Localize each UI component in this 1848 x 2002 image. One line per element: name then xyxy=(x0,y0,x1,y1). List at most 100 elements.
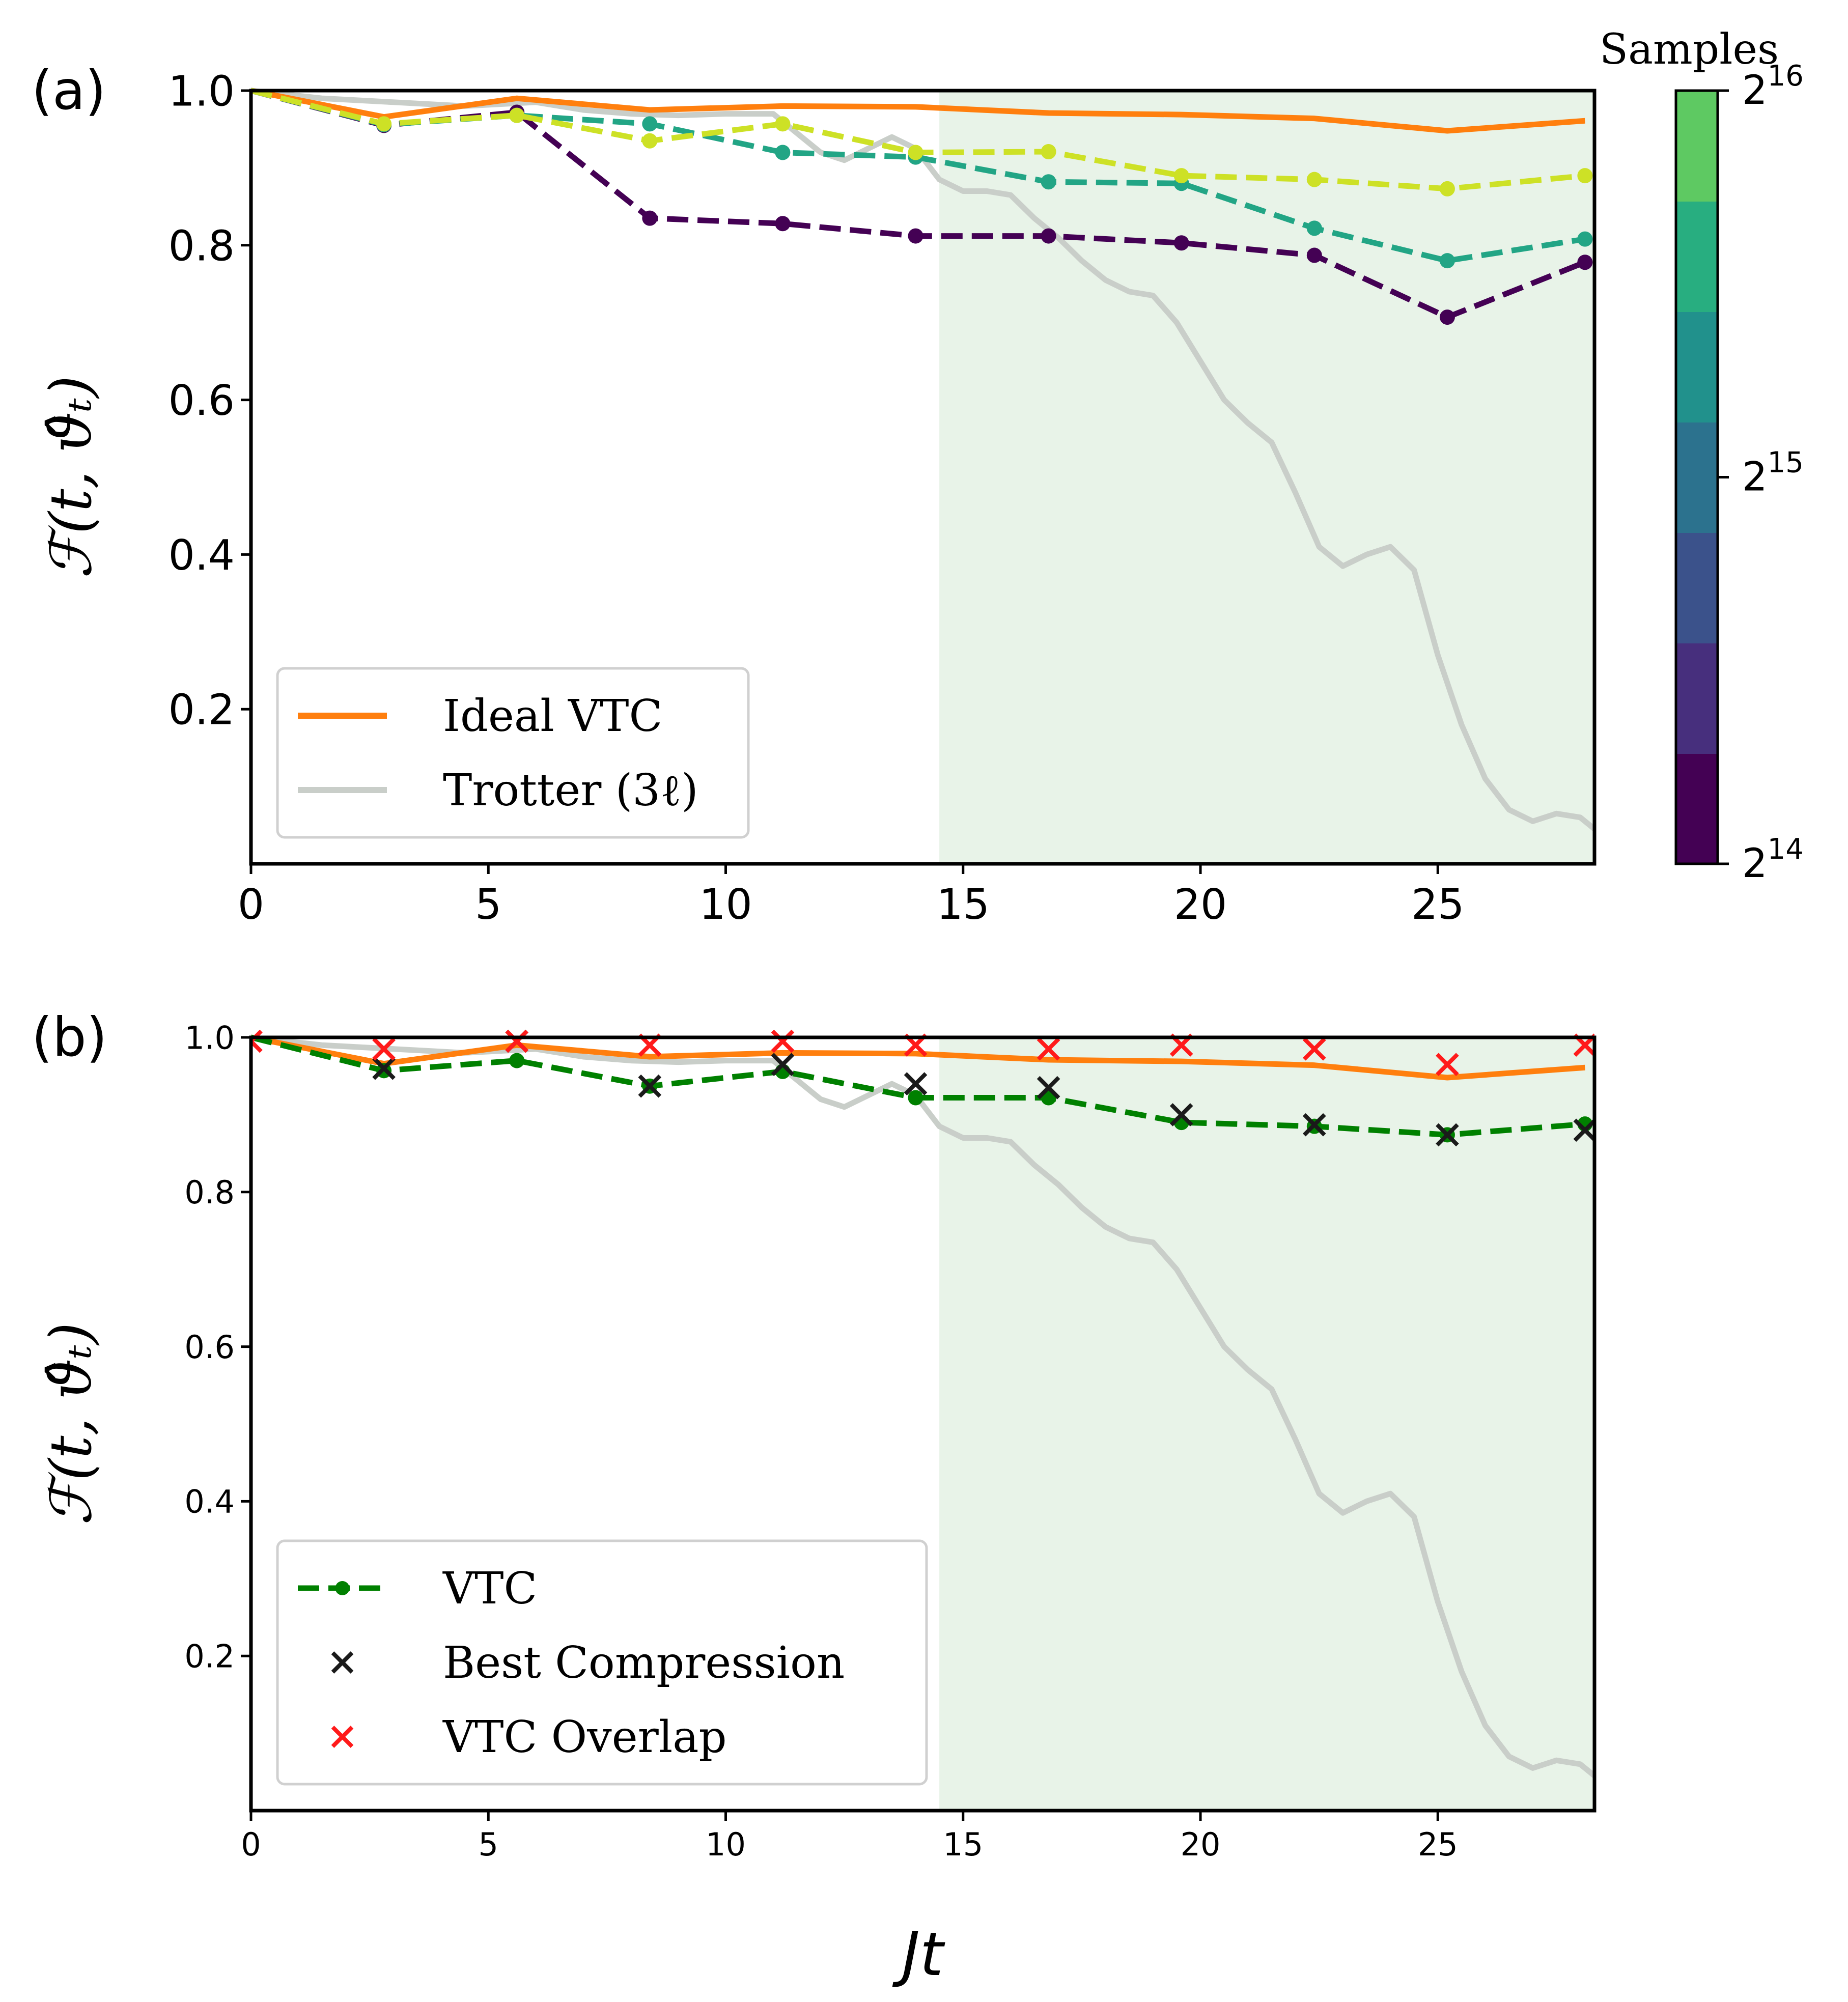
vtc-point xyxy=(908,1090,923,1106)
samples-point-3 xyxy=(908,145,923,160)
legend-label: Best Compression xyxy=(443,1638,845,1688)
colorbar-band xyxy=(1676,422,1718,533)
x-tick-label: 25 xyxy=(1418,1826,1458,1863)
best-compression-marker xyxy=(1436,1123,1459,1147)
plot-area xyxy=(251,88,1594,832)
colorbar-tick-base: 2 xyxy=(1742,455,1768,500)
colorbar-band xyxy=(1676,91,1718,202)
colorbar-tick-exp: 15 xyxy=(1768,446,1804,480)
samples-point-3 xyxy=(1306,172,1322,187)
samples-point-2 xyxy=(775,145,791,160)
samples-point-2 xyxy=(1041,174,1056,190)
x-tick-label: 0 xyxy=(238,881,264,929)
samples-point-3 xyxy=(1173,168,1189,184)
samples-point-1 xyxy=(1173,235,1189,251)
samples-point-2 xyxy=(1577,231,1593,247)
x-tick-label: 15 xyxy=(943,1826,983,1863)
samples-point-2 xyxy=(1439,253,1455,269)
y-tick-label: 0.6 xyxy=(184,1329,235,1366)
y-tick-label: 1.0 xyxy=(169,68,235,116)
x-tick-label: 15 xyxy=(937,881,990,929)
shaded-region xyxy=(939,1037,1594,1811)
plot-area xyxy=(251,1029,1594,1779)
samples-point-1 xyxy=(1306,247,1322,263)
panel-a: 0 5 10 15 20 25 0.2 0.4 0.6 0.8 1.0 (a) ℱ(t, ϑ̂ₜ) Ide… xyxy=(32,60,1597,929)
x-tick-label: 5 xyxy=(479,1826,498,1863)
x-tick-label: 0 xyxy=(241,1826,261,1863)
best-compression-marker xyxy=(638,1074,662,1098)
colorbar-tick-base: 2 xyxy=(1742,841,1768,887)
y-axis-label: ℱ(t, ϑ̂ₜ) xyxy=(38,376,104,579)
vtc-point xyxy=(509,1053,525,1068)
x-tick-label: 20 xyxy=(1174,881,1227,929)
colorbar-tick-base: 2 xyxy=(1742,68,1768,114)
legend-label: Trotter (3ℓ) xyxy=(443,765,698,816)
best-compression-marker xyxy=(1169,1103,1193,1126)
best-compression-marker xyxy=(372,1056,396,1080)
colorbar-title: Samples xyxy=(1600,25,1779,74)
samples-point-2 xyxy=(642,116,658,132)
y-tick-label: 0.4 xyxy=(169,531,235,580)
samples-point-1 xyxy=(1439,309,1455,325)
x-tick-label: 5 xyxy=(475,881,501,929)
x-tick-label: 20 xyxy=(1181,1826,1221,1863)
overlap-marker xyxy=(1302,1037,1326,1061)
y-tick-label: 0.2 xyxy=(184,1638,235,1675)
colorbar-tick-exp: 14 xyxy=(1768,833,1804,866)
samples-point-1 xyxy=(1577,255,1593,270)
overlap-marker xyxy=(771,1029,795,1053)
panel-label: (b) xyxy=(32,1006,107,1068)
x-axis-label: Jt xyxy=(892,1919,945,1989)
overlap-marker xyxy=(1037,1037,1060,1061)
y-tick-label: 0.2 xyxy=(169,686,235,735)
panel-label: (a) xyxy=(32,60,106,122)
legend-label: VTC Overlap xyxy=(442,1712,727,1763)
overlap-marker xyxy=(1436,1053,1459,1076)
x-tick-label: 10 xyxy=(706,1826,746,1863)
colorbar-band xyxy=(1676,643,1718,754)
x-tick-label: 25 xyxy=(1411,881,1464,929)
y-axis-label: ℱ(t, ϑ̂ₜ) xyxy=(38,1322,104,1526)
trotter-line xyxy=(251,88,1594,832)
samples-point-3 xyxy=(642,133,658,149)
legend-label: VTC xyxy=(442,1563,537,1614)
samples-point-1 xyxy=(1041,228,1056,244)
best-compression-marker xyxy=(1573,1118,1594,1142)
samples-point-3 xyxy=(376,116,392,132)
legend-label: Ideal VTC xyxy=(443,691,662,742)
samples-point-1 xyxy=(642,210,658,226)
best-compression-marker xyxy=(1302,1113,1326,1137)
samples-point-2 xyxy=(1306,220,1322,236)
overlap-marker xyxy=(251,1029,263,1053)
samples-point-3 xyxy=(509,107,525,123)
samples-point-1 xyxy=(908,228,923,244)
y-tick-label: 0.8 xyxy=(169,222,235,270)
colorbar-tick-label: 215 xyxy=(1742,446,1804,500)
ideal-vtc-line xyxy=(251,88,1585,134)
trotter-line xyxy=(251,1034,1594,1779)
y-tick-label: 0.8 xyxy=(184,1174,235,1211)
best-compression-marker xyxy=(904,1072,928,1095)
legend-handle-x xyxy=(331,1726,354,1748)
overlap-marker xyxy=(505,1029,529,1053)
legend-box xyxy=(276,667,750,839)
legend-handle-vtc-dot xyxy=(335,1581,350,1595)
y-tick-label: 0.6 xyxy=(169,377,235,425)
colorbar-tick-exp: 16 xyxy=(1768,60,1804,93)
colorbar-tick-label: 214 xyxy=(1742,833,1804,887)
samples-point-1 xyxy=(775,216,791,232)
legend-handle-x xyxy=(331,1651,354,1674)
colorbar-tick-label: 216 xyxy=(1742,60,1804,114)
ideal-vtc-line xyxy=(251,1034,1585,1081)
samples-point-3 xyxy=(1439,181,1455,196)
best-compression-marker xyxy=(1037,1076,1060,1099)
colorbar-band xyxy=(1676,753,1718,864)
axes-frame xyxy=(249,1035,1597,1813)
colorbar-band xyxy=(1676,312,1718,422)
axes-frame xyxy=(249,89,1597,866)
y-tick-label: 1.0 xyxy=(184,1019,235,1056)
samples-point-3 xyxy=(1577,168,1593,184)
colorbar-band xyxy=(1676,532,1718,643)
